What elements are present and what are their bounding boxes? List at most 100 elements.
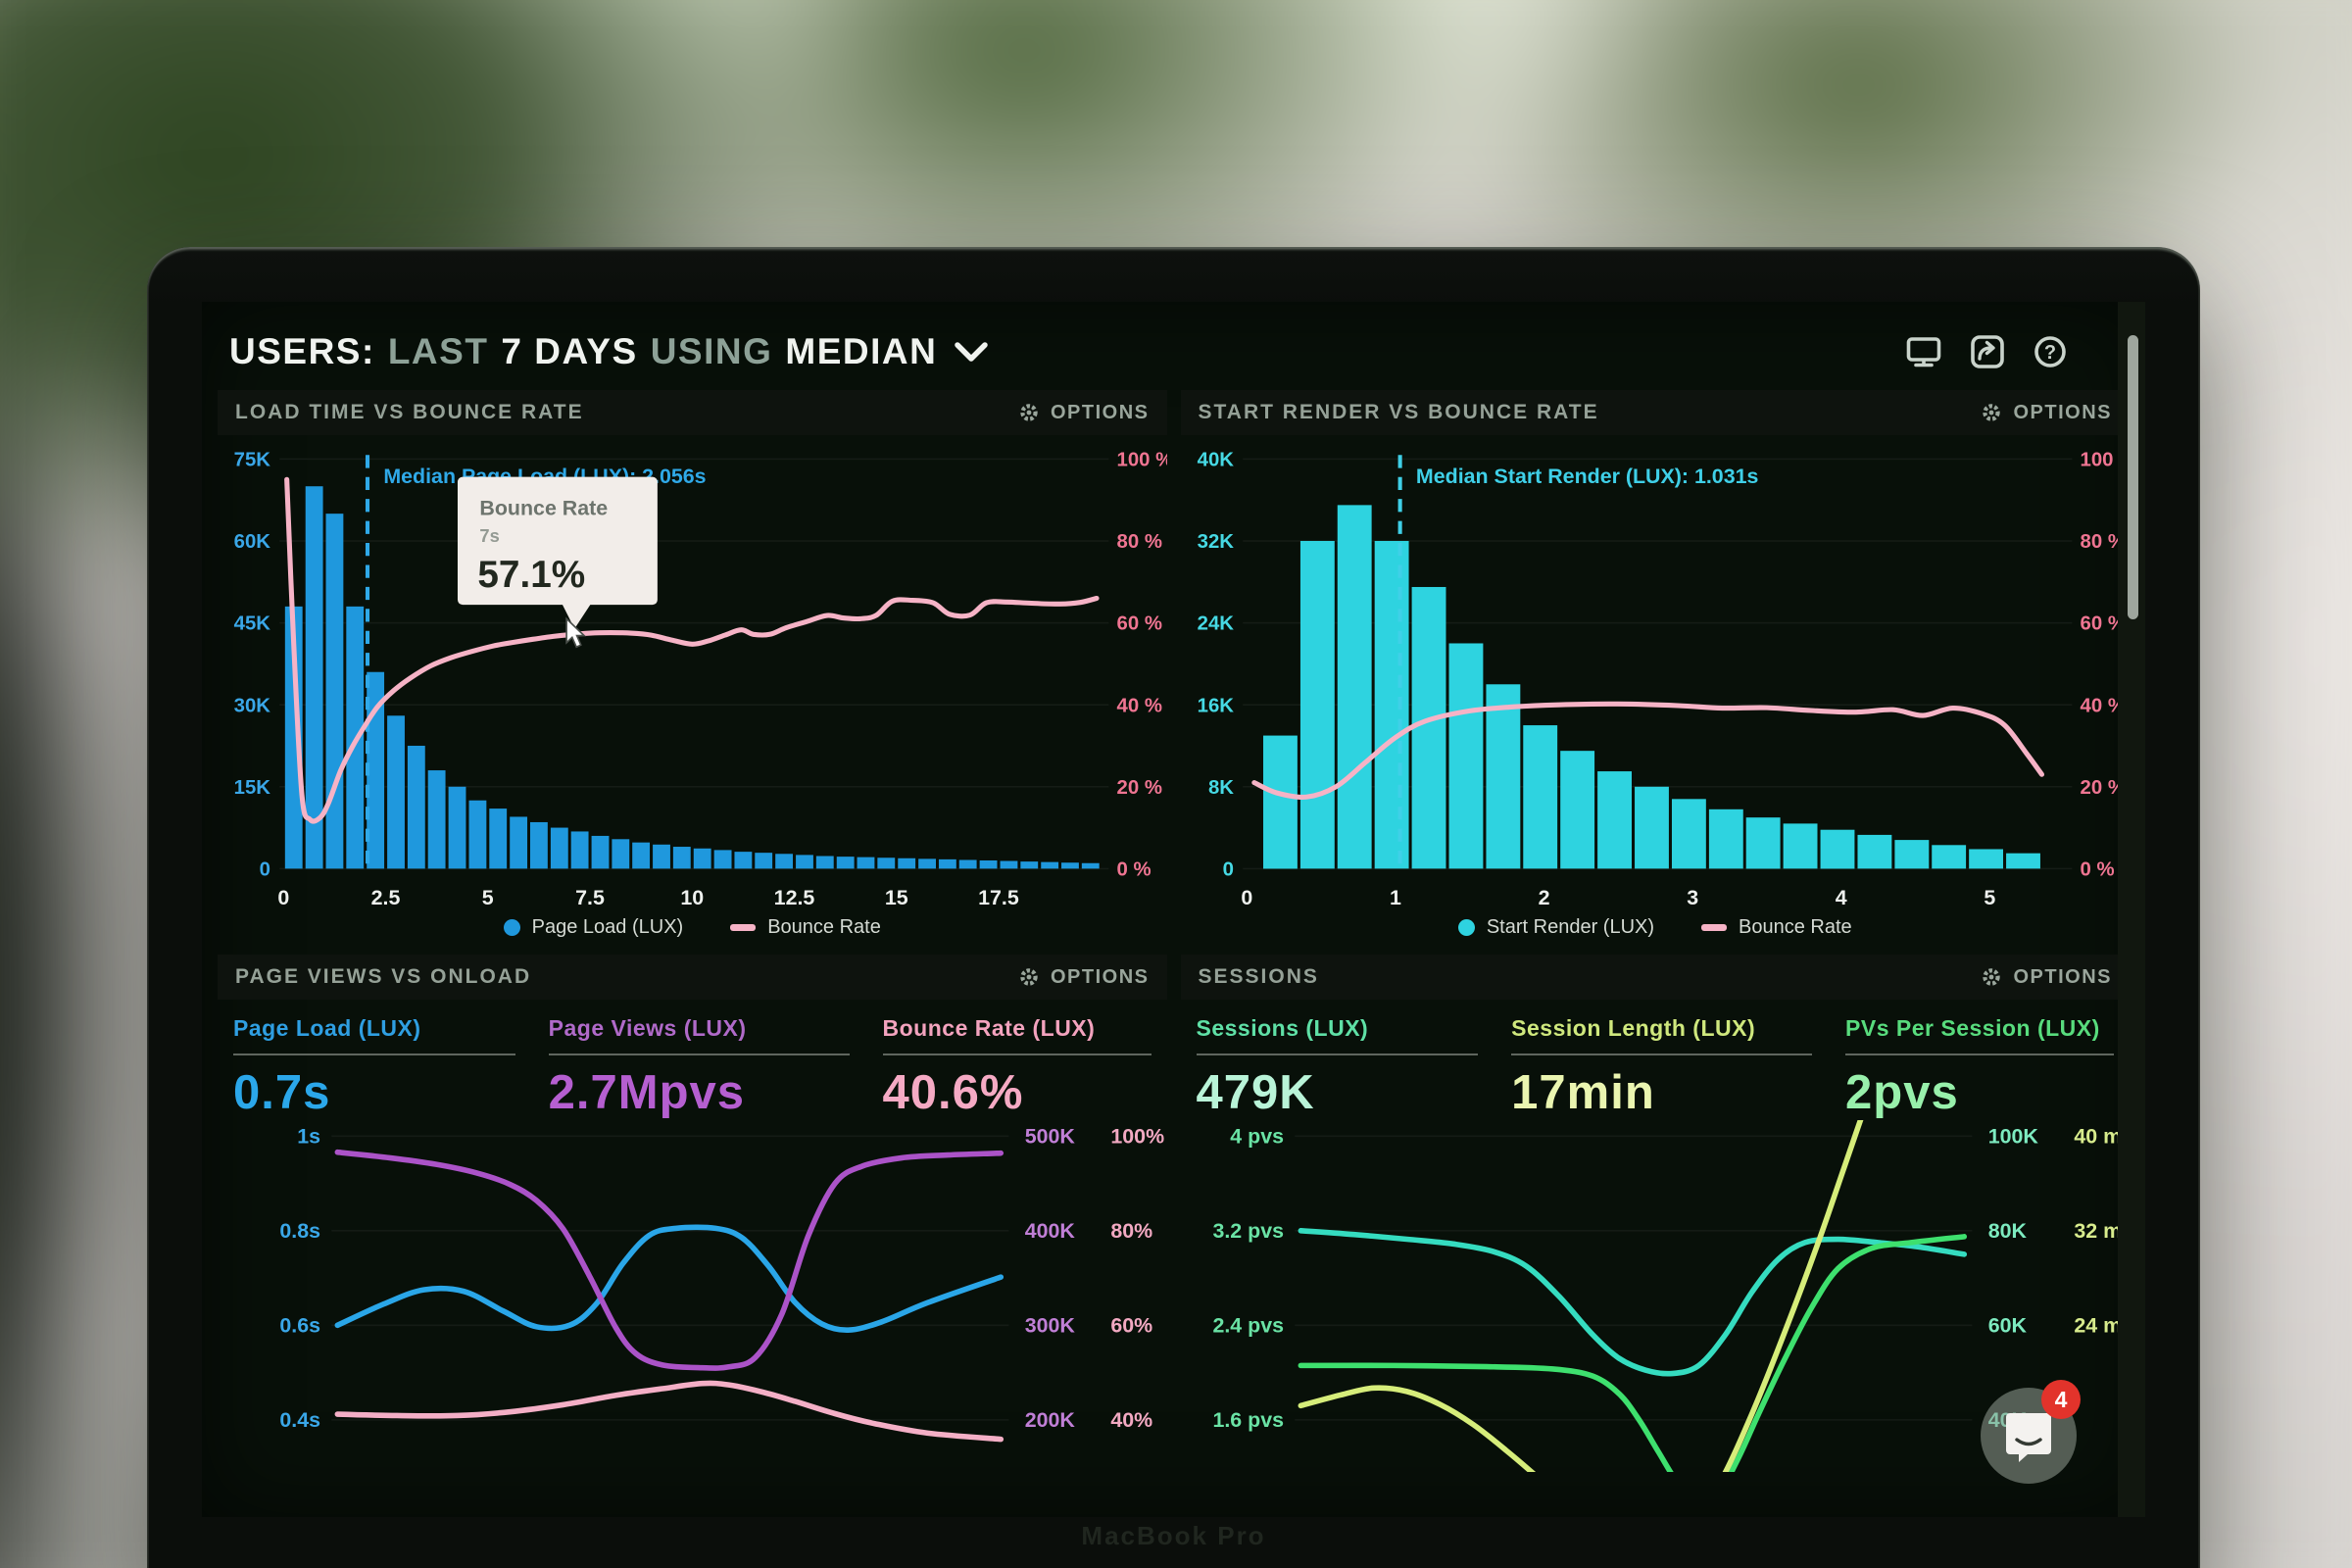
bar xyxy=(836,857,855,869)
bar xyxy=(815,856,834,869)
svg-text:0.4s: 0.4s xyxy=(279,1408,320,1432)
start-render-vs-bounce-rate-chart[interactable]: 40K 100 % 32K 80 % 24K 60 % 16K 40 % 8K 20 % 0 0 % 0… xyxy=(1181,439,2131,916)
scope-metric-value: MEDIAN xyxy=(785,331,938,371)
bar xyxy=(529,821,548,869)
bar xyxy=(1020,861,1039,869)
svg-text:0: 0 xyxy=(277,886,289,909)
metric-page-views: Page Views (LUX) 2.7Mpvs xyxy=(548,1015,850,1120)
scope-users-label: USERS: xyxy=(229,331,375,371)
svg-text:100K: 100K xyxy=(1987,1124,2038,1148)
bar xyxy=(1559,751,1594,869)
chevron-down-icon xyxy=(955,342,989,362)
svg-text:20 %: 20 % xyxy=(2080,777,2125,799)
legend-item-bounce-rate[interactable]: Bounce Rate xyxy=(1701,916,1852,939)
bar xyxy=(284,606,303,869)
svg-text:45K: 45K xyxy=(234,613,271,635)
page-scrollbar[interactable] xyxy=(2128,335,2138,619)
svg-text:40 %: 40 % xyxy=(1117,695,1162,716)
scope-range-value: 7 DAYS xyxy=(501,331,638,371)
bar-series xyxy=(1262,505,2040,869)
panel-page-views: PAGE VIEWS VS ONLOAD OPTIONS Page Load (… xyxy=(218,955,1167,1472)
bar xyxy=(612,839,630,869)
page-views-vs-onload-chart[interactable]: 1s 500K 100% 0.8s 400K 80% 0.6s 300K 60% 0.4s 200K… xyxy=(218,1120,1167,1472)
svg-text:75K: 75K xyxy=(234,450,271,471)
legend-item-page-load[interactable]: Page Load (LUX) xyxy=(503,916,683,939)
bar xyxy=(1299,540,1335,869)
bar xyxy=(1061,862,1079,869)
options-button[interactable]: OPTIONS xyxy=(1981,402,2112,424)
load-time-vs-bounce-rate-chart[interactable]: 75K 100 % 60K 80 % 45K 60 % 30K 40 % 15K 20 % 0 0 %… xyxy=(218,439,1167,916)
bar xyxy=(857,857,875,869)
share-icon[interactable] xyxy=(1971,335,2004,368)
gear-icon xyxy=(1983,968,2001,986)
panel-title: LOAD TIME VS BOUNCE RATE xyxy=(235,401,584,423)
bar xyxy=(510,816,528,869)
series-line xyxy=(334,1224,1004,1333)
bar xyxy=(796,855,813,869)
svg-text:1s: 1s xyxy=(297,1124,320,1148)
metric-sessions: Sessions (LUX) 479K xyxy=(1196,1015,1479,1120)
svg-text:5: 5 xyxy=(482,886,494,909)
options-button[interactable]: OPTIONS xyxy=(1018,402,1150,424)
series-line xyxy=(1298,1234,1967,1472)
screen: USERS: LAST 7 DAYS USING MEDIAN xyxy=(202,302,2145,1517)
bar xyxy=(2005,853,2040,869)
scope-dropdown[interactable]: USERS: LAST 7 DAYS USING MEDIAN xyxy=(229,331,989,372)
bar xyxy=(632,842,651,869)
scope-last-label: LAST xyxy=(387,331,489,371)
metric-page-load: Page Load (LUX) 0.7s xyxy=(233,1015,515,1120)
chart-tooltip: Bounce Rate 7s 57.1% xyxy=(457,476,658,649)
help-icon[interactable]: ? xyxy=(2034,335,2067,368)
bar xyxy=(1708,808,1743,869)
bar xyxy=(755,853,773,869)
bar xyxy=(1820,829,1854,869)
bar xyxy=(468,800,487,869)
svg-text:24K: 24K xyxy=(1197,613,1234,635)
metrics-row: Page Load (LUX) 0.7s Page Views (LUX) 2.… xyxy=(218,1004,1167,1120)
bar xyxy=(918,858,936,869)
metric-pvs-per-session: PVs Per Session (LUX) 2pvs xyxy=(1845,1015,2114,1120)
bar xyxy=(1783,823,1818,869)
svg-text:15K: 15K xyxy=(234,777,271,799)
svg-text:2.4 pvs: 2.4 pvs xyxy=(1212,1313,1284,1337)
chat-unread-badge: 4 xyxy=(2041,1380,2081,1419)
bar xyxy=(1596,771,1632,869)
bar-series xyxy=(284,486,1100,869)
svg-text:0: 0 xyxy=(1222,858,1233,880)
bar xyxy=(958,859,977,869)
options-button[interactable]: OPTIONS xyxy=(1981,966,2112,989)
svg-text:2: 2 xyxy=(1538,886,1549,909)
panel-title: PAGE VIEWS VS ONLOAD xyxy=(235,965,532,988)
bar xyxy=(1081,862,1100,869)
panel-title: SESSIONS xyxy=(1198,965,1319,988)
svg-text:40K: 40K xyxy=(1197,450,1234,471)
display-icon[interactable] xyxy=(1906,336,1941,368)
svg-text:80%: 80% xyxy=(1110,1219,1152,1243)
svg-text:3.2 pvs: 3.2 pvs xyxy=(1212,1219,1284,1243)
bar xyxy=(1856,834,1891,869)
svg-text:500K: 500K xyxy=(1025,1124,1076,1148)
options-button[interactable]: OPTIONS xyxy=(1018,966,1150,989)
bounce-rate-line xyxy=(1250,701,2044,801)
metric-bounce-rate: Bounce Rate (LUX) 40.6% xyxy=(882,1015,1152,1120)
bar xyxy=(1671,799,1706,869)
chart-legend: Start Render (LUX) Bounce Rate xyxy=(1181,916,2131,939)
bar xyxy=(938,858,956,869)
bar xyxy=(387,715,405,869)
legend-item-bounce-rate[interactable]: Bounce Rate xyxy=(730,916,881,939)
svg-text:60K: 60K xyxy=(234,531,271,553)
chart-legend: Page Load (LUX) Bounce Rate xyxy=(218,916,1167,939)
median-label: Median Start Render (LUX): 1.031s xyxy=(1415,465,1758,488)
svg-text:100 %: 100 % xyxy=(1117,450,1167,471)
chat-launcher-button[interactable]: 4 xyxy=(1981,1380,2081,1484)
svg-text:4 pvs: 4 pvs xyxy=(1230,1124,1284,1148)
series-line xyxy=(334,1149,1004,1371)
svg-text:1.6 pvs: 1.6 pvs xyxy=(1212,1408,1284,1432)
macbook-brand-label: MacBook Pro xyxy=(1081,1521,1266,1550)
cursor-icon xyxy=(565,616,587,649)
legend-item-start-render[interactable]: Start Render (LUX) xyxy=(1457,916,1654,939)
bar xyxy=(713,850,732,869)
series-line xyxy=(1298,1120,1863,1472)
panel-title: START RENDER VS BOUNCE RATE xyxy=(1198,401,1599,423)
